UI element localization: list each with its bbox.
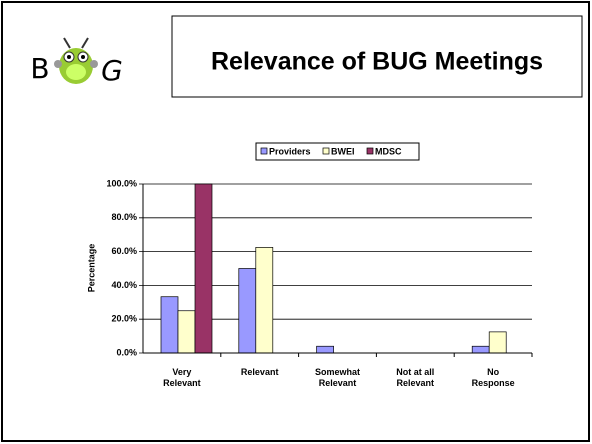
legend-label: BWEI	[331, 146, 355, 156]
bar	[160, 296, 179, 354]
legend-swatch	[322, 147, 330, 155]
bar	[471, 345, 490, 354]
bar	[255, 247, 274, 354]
legend-label: Providers	[269, 146, 311, 156]
title-box	[171, 15, 583, 98]
legend-swatch	[260, 147, 268, 155]
legend-label: MDSC	[375, 146, 402, 156]
legend-swatch	[366, 147, 374, 155]
y-tick-label: 100.0%	[106, 178, 137, 188]
x-tick-label: Very Relevant	[163, 367, 201, 388]
y-tick-label: 40.0%	[111, 280, 137, 290]
bar	[488, 331, 507, 354]
bar	[316, 345, 334, 354]
x-tick-label: Somewhat Relevant	[314, 367, 360, 388]
y-tick-label: 0.0%	[116, 347, 137, 357]
x-tick-label: No Response	[471, 367, 515, 388]
bar	[238, 268, 257, 354]
y-tick-label: 20.0%	[111, 314, 137, 324]
y-axis-label: Percentage	[86, 244, 96, 293]
bar	[194, 183, 213, 354]
y-tick-label: 60.0%	[111, 246, 137, 256]
legend-box	[255, 142, 420, 161]
x-tick-label: Not at all Relevant	[396, 367, 435, 388]
chart-title: Relevance of BUG Meetings	[211, 48, 543, 76]
logo-letter: B	[30, 52, 49, 85]
x-tick-label: Relevant	[240, 367, 279, 377]
bar	[177, 310, 196, 354]
bug-icon	[54, 37, 98, 84]
logo-letter: G	[101, 54, 123, 87]
y-tick-label: 80.0%	[111, 212, 137, 222]
